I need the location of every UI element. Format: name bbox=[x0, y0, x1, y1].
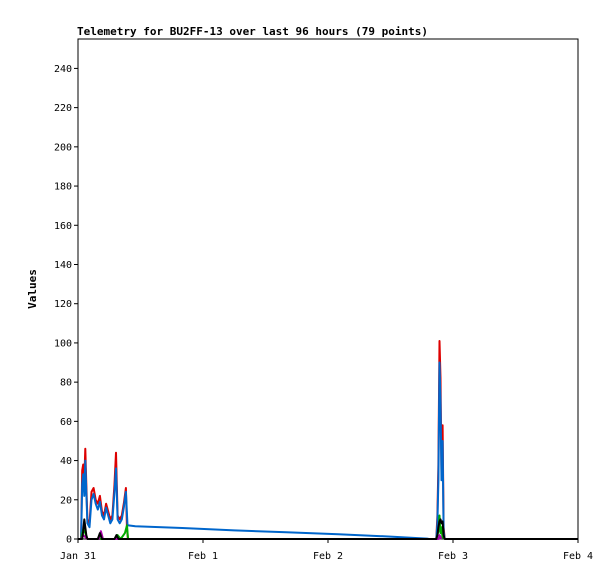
y-tick-label: 80 bbox=[60, 378, 72, 389]
y-axis: 0 20 40 60 80 100 120 140 160 180 200 220 240 bbox=[54, 64, 78, 546]
y-tick-label: 180 bbox=[54, 182, 72, 193]
x-tick-label: Jan 31 bbox=[60, 551, 96, 562]
x-tick-label: Feb 3 bbox=[438, 551, 468, 562]
y-tick-label: 160 bbox=[54, 221, 72, 232]
y-tick-label: 140 bbox=[54, 260, 72, 271]
y-tick-label: 20 bbox=[60, 495, 72, 506]
y-tick-label: 40 bbox=[60, 456, 72, 467]
series-line-2 bbox=[80, 361, 446, 540]
x-tick-label: Feb 1 bbox=[188, 551, 218, 562]
series-line-1 bbox=[80, 340, 446, 540]
y-tick-label: 60 bbox=[60, 417, 72, 428]
y-tick-label: 220 bbox=[54, 103, 72, 114]
y-tick-label: 0 bbox=[66, 535, 72, 546]
x-axis: Jan 31 Feb 1 Feb 2 Feb 3 Feb 4 bbox=[60, 539, 593, 562]
series-line-5 bbox=[78, 518, 578, 540]
y-axis-label: Values bbox=[26, 269, 39, 309]
y-tick-label: 120 bbox=[54, 299, 72, 310]
plot-frame bbox=[77, 38, 579, 540]
x-tick-label: Feb 4 bbox=[563, 551, 593, 562]
y-tick-label: 240 bbox=[54, 64, 72, 75]
series-layer bbox=[78, 340, 578, 540]
y-tick-label: 200 bbox=[54, 142, 72, 153]
y-tick-label: 100 bbox=[54, 338, 72, 349]
chart-title: Telemetry for BU2FF-13 over last 96 hour… bbox=[77, 25, 428, 38]
x-tick-label: Feb 2 bbox=[313, 551, 343, 562]
